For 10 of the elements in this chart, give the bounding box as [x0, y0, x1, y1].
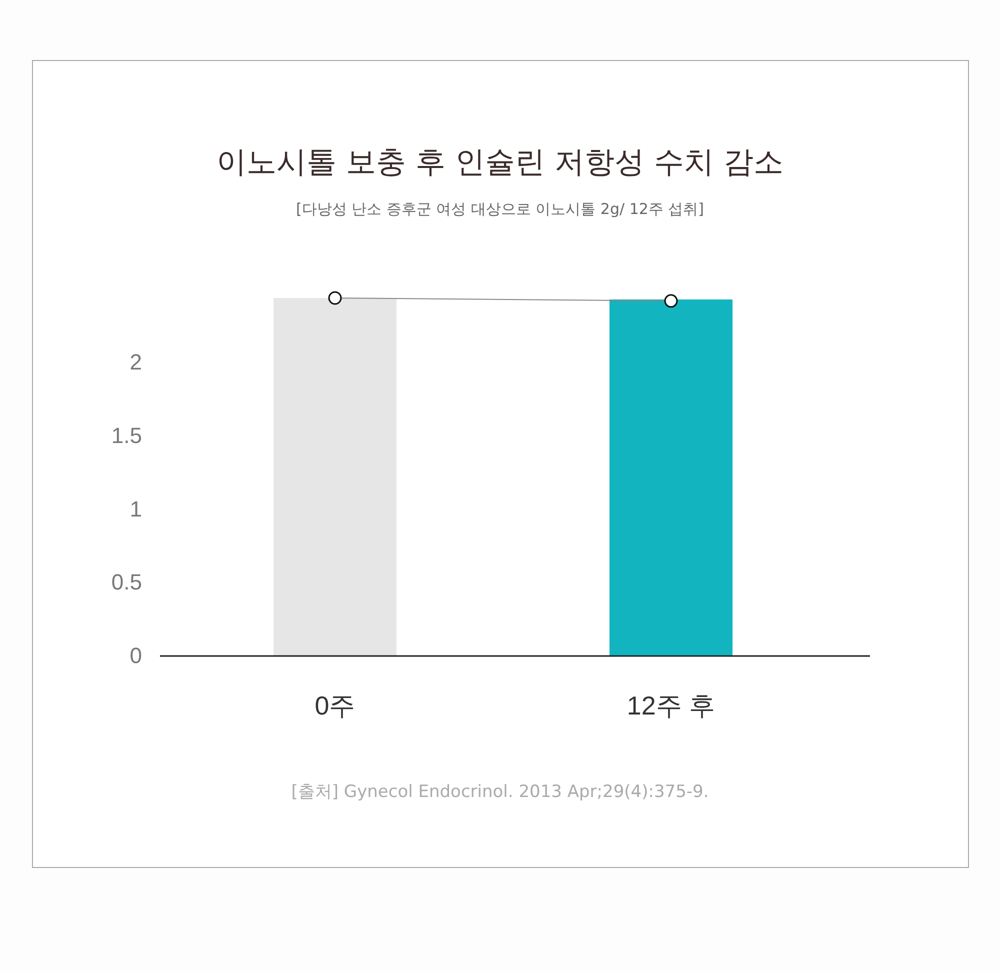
y-tick-label: 0 — [130, 643, 142, 668]
chart-title: 이노시톨 보충 후 인슐린 저항성 수치 감소 — [216, 145, 784, 180]
y-tick-label: 1.5 — [111, 422, 142, 448]
x-tick-label: 0주 — [314, 690, 356, 720]
y-tick-label: 1 — [130, 496, 142, 522]
chart-subtitle: [다낭성 난소 증후군 여성 대상으로 이노시톨 2g/ 12주 섭취] — [296, 200, 704, 218]
y-tick-label: 0.5 — [111, 570, 142, 595]
y-tick-label: 2 — [130, 350, 142, 375]
text: [출처] Gynecol Endocrinol. 2013 Apr;29(4):375-9. — [291, 782, 709, 802]
x-tick-label: 12주 후 — [626, 690, 716, 720]
